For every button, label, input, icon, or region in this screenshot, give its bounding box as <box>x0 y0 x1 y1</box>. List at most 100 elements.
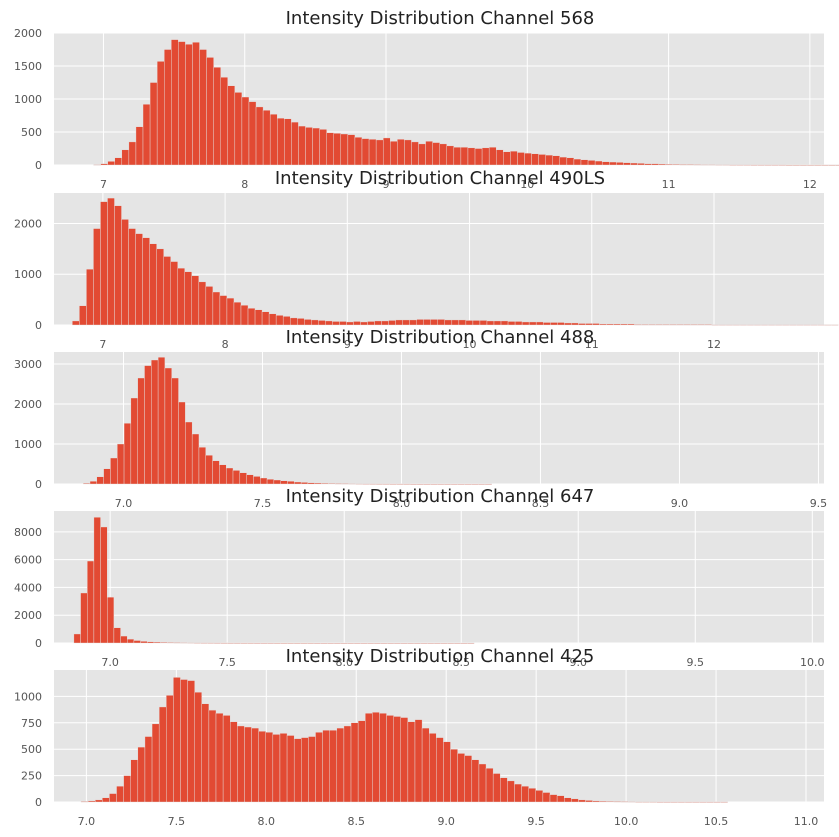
histogram-bar <box>187 680 195 803</box>
histogram-bar <box>130 397 138 485</box>
histogram-bar <box>219 295 228 326</box>
histogram-bar <box>393 716 401 803</box>
histogram-bar <box>418 143 426 166</box>
histogram-bar <box>817 324 825 326</box>
histogram-bar <box>191 433 200 485</box>
histogram-bar <box>200 642 208 644</box>
histogram-bar <box>420 642 428 644</box>
histogram-bar <box>400 642 408 644</box>
histogram-bar <box>314 482 322 485</box>
histogram-bar <box>293 642 301 644</box>
histogram-bar <box>207 642 215 644</box>
histogram-bar <box>443 483 452 485</box>
histogram-bar <box>453 642 461 644</box>
histogram-bar <box>151 359 159 485</box>
histogram-bar <box>160 642 168 644</box>
histogram-bar <box>149 82 158 166</box>
histogram-bar <box>416 483 424 485</box>
histogram-bar <box>96 476 104 485</box>
histogram-bars <box>80 677 728 803</box>
histogram-bar <box>205 455 213 485</box>
x-tick-label: 9.0 <box>671 497 689 510</box>
histogram-bar <box>177 267 185 326</box>
histogram-bar <box>163 256 171 326</box>
histogram-bar <box>479 320 488 326</box>
histogram-bar <box>151 723 160 803</box>
x-tick-label: 8.5 <box>452 656 470 669</box>
x-tick-label: 8.5 <box>532 497 550 510</box>
x-tick-label: 9 <box>344 338 351 351</box>
histogram-bar <box>753 324 762 326</box>
chart-title: Intensity Distribution Channel 425 <box>286 646 595 667</box>
histogram-bar <box>178 401 186 485</box>
histogram-bar <box>178 41 186 166</box>
y-tick-label: 6000 <box>14 554 42 567</box>
histogram-bar <box>411 141 419 166</box>
histogram-bar <box>550 322 558 326</box>
histogram-bar <box>360 642 368 644</box>
histogram-bar <box>343 725 352 803</box>
y-tick-label: 1000 <box>14 268 42 281</box>
histogram-bar <box>114 157 123 166</box>
histogram-bar <box>414 719 423 803</box>
histogram-bar <box>644 163 652 166</box>
histogram-bar <box>322 729 330 803</box>
histogram-bar <box>267 642 275 644</box>
histogram-bar <box>93 164 101 166</box>
histogram-bar <box>573 158 582 166</box>
histogram-bar <box>785 164 794 166</box>
histogram-bar <box>542 322 551 326</box>
histogram-bar <box>613 801 622 803</box>
histogram-bars <box>82 357 493 485</box>
histogram-bar <box>535 321 544 326</box>
histogram-bar <box>514 321 523 326</box>
histogram-bar <box>313 642 321 644</box>
histogram-bar <box>655 324 663 326</box>
histogram-bar <box>467 642 475 644</box>
histogram-bar <box>109 793 117 803</box>
histogram-bar <box>355 483 363 485</box>
histogram-bar <box>620 323 628 326</box>
histogram-bar <box>346 321 354 326</box>
histogram-bar <box>542 792 551 803</box>
histogram-bar <box>430 319 438 326</box>
histogram-bar <box>651 163 659 166</box>
histogram-bar <box>361 138 370 166</box>
histogram-bar <box>458 319 467 326</box>
histogram-bar <box>375 139 384 166</box>
histogram-bar <box>192 42 200 166</box>
histogram-bar <box>464 755 473 803</box>
histogram-bar <box>467 147 476 166</box>
x-tick-label: 7 <box>99 338 106 351</box>
histogram-bar <box>171 39 179 166</box>
histogram-bar <box>662 324 670 326</box>
histogram-bar <box>133 640 141 644</box>
histogram-bar <box>670 801 679 803</box>
histogram-bar <box>205 286 214 326</box>
y-tick-label: 500 <box>21 743 42 756</box>
histogram-bar <box>269 113 278 166</box>
histogram-bar <box>206 57 214 166</box>
histogram-bar <box>185 44 193 166</box>
histogram-bar <box>339 321 347 326</box>
histogram-bar <box>427 642 435 644</box>
histogram-bar <box>318 320 326 326</box>
histogram-bar <box>279 733 288 803</box>
histogram-bar <box>374 320 382 326</box>
histogram-bar <box>110 457 118 485</box>
histogram-bar <box>642 801 650 803</box>
x-tick-label: 12 <box>707 338 721 351</box>
histogram-bar <box>369 483 377 485</box>
histogram-bar <box>409 483 418 485</box>
histogram-bar <box>676 324 684 326</box>
histogram-bar <box>373 642 381 644</box>
y-tick-label: 750 <box>21 717 42 730</box>
histogram-bar <box>430 483 438 485</box>
histogram-bar <box>240 642 248 644</box>
histogram-bar <box>233 642 241 644</box>
histogram-bar <box>428 733 437 803</box>
histogram-bar <box>201 703 210 803</box>
histogram-bar <box>144 365 152 485</box>
histogram-bar <box>389 483 397 485</box>
